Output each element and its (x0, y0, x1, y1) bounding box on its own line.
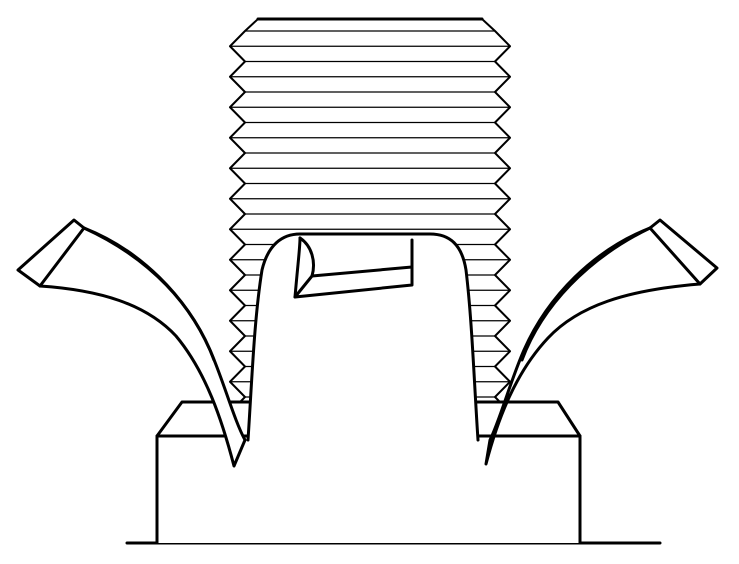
left-wing (16, 218, 247, 468)
nut-central-boss (246, 232, 480, 442)
boss-slot-curve (293, 236, 302, 299)
left-wing-inner-ridge (82, 226, 216, 362)
boss-slot-cut (293, 236, 414, 299)
left-wing-tip-edge (38, 226, 86, 288)
right-wing-outline (484, 218, 719, 466)
right-wing-inner-ridge (520, 226, 652, 362)
right-wing (484, 218, 719, 466)
left-wing-outline (16, 218, 247, 468)
boss-slot-edge (310, 265, 414, 278)
bolt-right-thread-profile (481, 18, 511, 444)
bolt-left-thread-profile (229, 18, 259, 444)
right-wing-tip-edge (648, 226, 702, 286)
